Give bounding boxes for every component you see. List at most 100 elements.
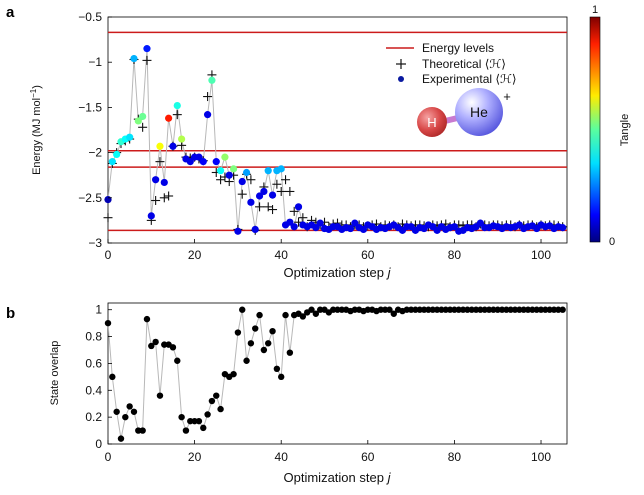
overlap-point — [308, 306, 315, 313]
overlap-point — [559, 306, 566, 313]
overlap-point — [148, 342, 155, 350]
overlap-point — [252, 325, 259, 332]
experimental-point — [104, 196, 112, 204]
overlap-point — [273, 365, 281, 372]
theoretical-point — [172, 110, 182, 120]
experimental-point — [208, 76, 216, 84]
panel-b-axis-ticks: 0 20 40 60 80 100 0 0.2 0.4 0.6 0.8 1 — [85, 303, 551, 464]
overlap-point — [230, 370, 237, 378]
overlap-point — [256, 311, 263, 319]
overlap-point — [213, 392, 220, 399]
experimental-point — [160, 178, 168, 187]
experimental-point — [359, 225, 368, 234]
x-tick-label: 80 — [448, 248, 462, 262]
panel-b-y-axis-label: State overlap — [49, 341, 61, 406]
overlap-point — [243, 357, 250, 364]
overlap-point — [152, 338, 159, 346]
experimental-point — [212, 158, 220, 166]
theoretical-point — [285, 186, 295, 196]
theoretical-point — [159, 193, 169, 203]
theoretical-point — [164, 191, 174, 201]
experimental-point — [173, 101, 181, 110]
experimental-point — [156, 142, 164, 150]
experimental-point — [134, 117, 142, 125]
theoretical-point — [151, 196, 161, 206]
experimental-point — [238, 177, 246, 186]
overlap-point — [390, 310, 397, 317]
experimental-point — [234, 227, 242, 235]
panel-a-label: a — [6, 4, 15, 21]
experimental-point — [130, 54, 138, 63]
legend-theoretical-label: Theoretical ⟨ℋ⟩ — [422, 57, 506, 71]
heh-molecule-illustration: H He + — [417, 88, 511, 137]
y-tick-label: −1 — [88, 55, 102, 69]
experimental-point — [450, 223, 459, 231]
x-tick-label: 20 — [188, 450, 202, 464]
theoretical-point — [237, 189, 247, 199]
overlap-point — [178, 413, 185, 421]
overlap-point — [113, 408, 120, 415]
experimental-point — [351, 219, 359, 227]
y-tick-label: −2.5 — [78, 191, 102, 205]
theoretical-point — [138, 122, 148, 132]
experimental-point — [152, 176, 160, 184]
overlap-point — [260, 346, 268, 354]
experimental-point — [277, 165, 285, 173]
overlap-point — [282, 311, 289, 319]
overlap-point — [117, 435, 125, 442]
colorbar-max-label: 1 — [592, 4, 598, 16]
overlap-point — [234, 329, 242, 336]
overlap-point — [208, 397, 216, 405]
y-tick-label: 0.2 — [85, 410, 102, 424]
overlap-point — [130, 408, 138, 415]
experimental-point — [186, 158, 194, 166]
overlap-point — [204, 411, 211, 418]
experimental-point — [264, 167, 272, 175]
experimental-point — [260, 187, 268, 196]
experimental-point — [108, 158, 116, 166]
theoretical-point — [255, 202, 265, 212]
experimental-point — [316, 219, 324, 227]
overlap-point — [104, 319, 112, 327]
hydrogen-symbol: H — [427, 115, 436, 130]
experimental-point — [290, 223, 298, 231]
y-tick-label: 0 — [95, 437, 102, 451]
experimental-point — [203, 111, 212, 119]
experimental-point — [559, 224, 567, 232]
overlap-point — [169, 344, 177, 351]
theoretical-point — [155, 157, 165, 167]
x-tick-label: 100 — [531, 450, 551, 464]
experimental-point — [216, 167, 225, 175]
x-tick-label: 20 — [188, 248, 202, 262]
overlap-point — [143, 315, 151, 323]
experimental-point — [286, 218, 294, 226]
overlap-point — [182, 427, 190, 434]
overlap-point — [269, 328, 276, 335]
x-tick-label: 0 — [105, 248, 112, 262]
panel-b: b 0 20 40 60 80 100 0 0.2 0.4 0.6 0.8 1 Optimizatio… — [6, 302, 568, 485]
panel-a: a 0 20 40 60 80 100 −3 −2.5 −2 −1.5 −1 −0.5 Optimiz… — [6, 4, 631, 280]
colorbar-title: Tangle — [619, 114, 631, 146]
x-tick-label: 80 — [448, 450, 462, 464]
y-tick-label: −2 — [88, 146, 102, 160]
panel-b-frame — [107, 302, 568, 445]
experimental-point — [229, 165, 238, 173]
panel-a-y-axis-label: Energy (MJ mol−1) — [29, 85, 44, 175]
overlap-connector-line — [107, 309, 563, 439]
theoretical-point — [281, 175, 291, 185]
overlap-point — [286, 349, 294, 356]
experimental-point — [251, 225, 259, 234]
x-tick-label: 40 — [275, 450, 289, 464]
x-tick-label: 0 — [105, 450, 112, 464]
experimental-point — [195, 153, 203, 161]
overlap-point — [386, 306, 393, 313]
theoretical-point — [246, 175, 256, 185]
panel-b-label: b — [6, 305, 15, 322]
experimental-point — [178, 135, 186, 143]
y-tick-label: 1 — [95, 303, 102, 317]
y-tick-label: −1.5 — [78, 100, 102, 114]
experimental-point — [147, 212, 155, 220]
overlap-point — [122, 413, 129, 421]
overlap-point — [247, 340, 255, 347]
